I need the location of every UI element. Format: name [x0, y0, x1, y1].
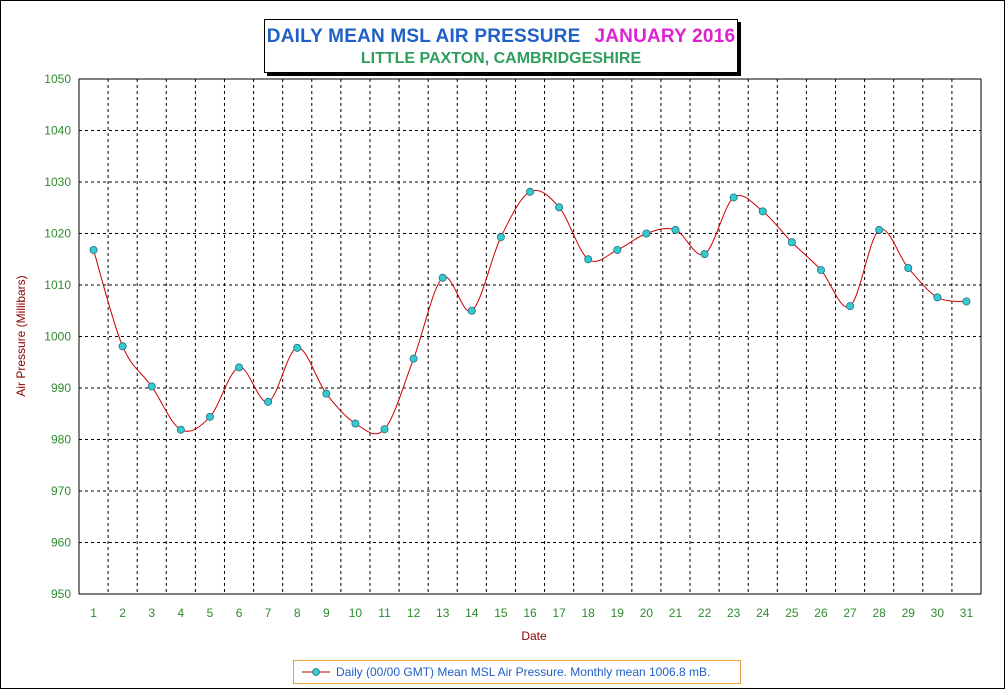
- x-tick-label: 25: [785, 606, 799, 620]
- y-tick-label: 1020: [44, 227, 71, 241]
- x-tick-label: 31: [960, 606, 974, 620]
- title-line: DAILY MEAN MSL AIR PRESSURE JANUARY 2016: [265, 26, 737, 48]
- x-tick-label: 9: [323, 606, 330, 620]
- x-tick-label: 20: [640, 606, 654, 620]
- data-point: [176, 425, 185, 434]
- data-point: [409, 354, 418, 363]
- data-point: [205, 412, 214, 421]
- data-point: [526, 187, 535, 196]
- data-point: [380, 425, 389, 434]
- x-tick-label: 13: [436, 606, 450, 620]
- y-tick-label: 960: [51, 536, 71, 550]
- data-point: [322, 389, 331, 398]
- legend-label: Daily (00/00 GMT) Mean MSL Air Pressure.…: [336, 665, 711, 679]
- y-axis-ticks: 950 960 970 980 990 1000 1010 1020 1030 1040 1050: [44, 72, 71, 601]
- data-point: [118, 342, 127, 351]
- data-point: [555, 203, 564, 212]
- data-point: [846, 302, 855, 311]
- data-point: [584, 255, 593, 264]
- chart-period: JANUARY 2016: [594, 26, 736, 47]
- data-point: [729, 193, 738, 202]
- x-tick-label: 18: [582, 606, 596, 620]
- x-tick-label: 29: [902, 606, 916, 620]
- x-tick-label: 6: [236, 606, 243, 620]
- data-point: [758, 207, 767, 216]
- x-tick-label: 23: [727, 606, 741, 620]
- data-point: [351, 419, 360, 428]
- grid: [79, 79, 981, 594]
- x-tick-label: 1: [90, 606, 97, 620]
- y-tick-label: 950: [51, 587, 71, 601]
- data-point: [816, 266, 825, 275]
- data-point: [962, 297, 971, 306]
- x-tick-label: 26: [814, 606, 828, 620]
- chart-title: DAILY MEAN MSL AIR PRESSURE: [266, 26, 581, 47]
- x-tick-label: 15: [494, 606, 508, 620]
- chart-title-box: DAILY MEAN MSL AIR PRESSURE JANUARY 2016 …: [264, 19, 738, 73]
- x-tick-label: 7: [265, 606, 272, 620]
- data-point: [147, 382, 156, 391]
- x-tick-label: 17: [552, 606, 566, 620]
- x-axis-title: Date: [521, 629, 547, 643]
- data-point: [613, 245, 622, 254]
- data-point: [933, 293, 942, 302]
- x-tick-label: 3: [148, 606, 155, 620]
- x-tick-label: 27: [843, 606, 857, 620]
- data-point: [496, 233, 505, 242]
- pressure-markers: [89, 187, 971, 434]
- y-tick-label: 990: [51, 381, 71, 395]
- x-tick-label: 12: [407, 606, 421, 620]
- data-point: [438, 273, 447, 282]
- data-point: [700, 250, 709, 259]
- y-tick-label: 1030: [44, 175, 71, 189]
- x-tick-label: 30: [931, 606, 945, 620]
- data-point: [89, 245, 98, 254]
- x-tick-label: 2: [119, 606, 126, 620]
- y-tick-label: 1050: [44, 72, 71, 86]
- x-tick-label: 24: [756, 606, 770, 620]
- data-point: [264, 397, 273, 406]
- data-point: [671, 225, 680, 234]
- data-point: [904, 264, 913, 273]
- x-tick-label: 5: [207, 606, 214, 620]
- data-point: [875, 225, 884, 234]
- legend-swatch: [302, 668, 330, 676]
- data-point: [787, 238, 796, 247]
- y-tick-label: 1010: [44, 278, 71, 292]
- x-tick-label: 19: [611, 606, 625, 620]
- y-tick-label: 970: [51, 484, 71, 498]
- y-axis-title: Air Pressure (Millibars): [14, 275, 28, 396]
- chart-subtitle: LITTLE PAXTON, CAMBRIDGESHIRE: [360, 50, 642, 67]
- data-point: [642, 229, 651, 238]
- x-tick-label: 21: [669, 606, 683, 620]
- x-tick-label: 11: [378, 606, 391, 620]
- x-tick-label: 4: [177, 606, 184, 620]
- x-tick-label: 14: [465, 606, 479, 620]
- legend: Daily (00/00 GMT) Mean MSL Air Pressure.…: [293, 660, 741, 684]
- x-tick-label: 10: [349, 606, 363, 620]
- data-point: [235, 363, 244, 372]
- y-tick-label: 1000: [44, 330, 71, 344]
- x-tick-label: 16: [523, 606, 537, 620]
- data-point: [293, 343, 302, 352]
- x-tick-label: 28: [872, 606, 886, 620]
- data-point: [467, 306, 476, 315]
- y-tick-label: 980: [51, 433, 71, 447]
- x-tick-label: 22: [698, 606, 712, 620]
- x-tick-label: 8: [294, 606, 301, 620]
- x-axis-ticks: 1 2 3 4 5 6 7 8 9 10 11 12 13 14 15 16 17 18 19 20 21 22 23 24 2…: [90, 606, 973, 620]
- y-tick-label: 1040: [44, 124, 71, 138]
